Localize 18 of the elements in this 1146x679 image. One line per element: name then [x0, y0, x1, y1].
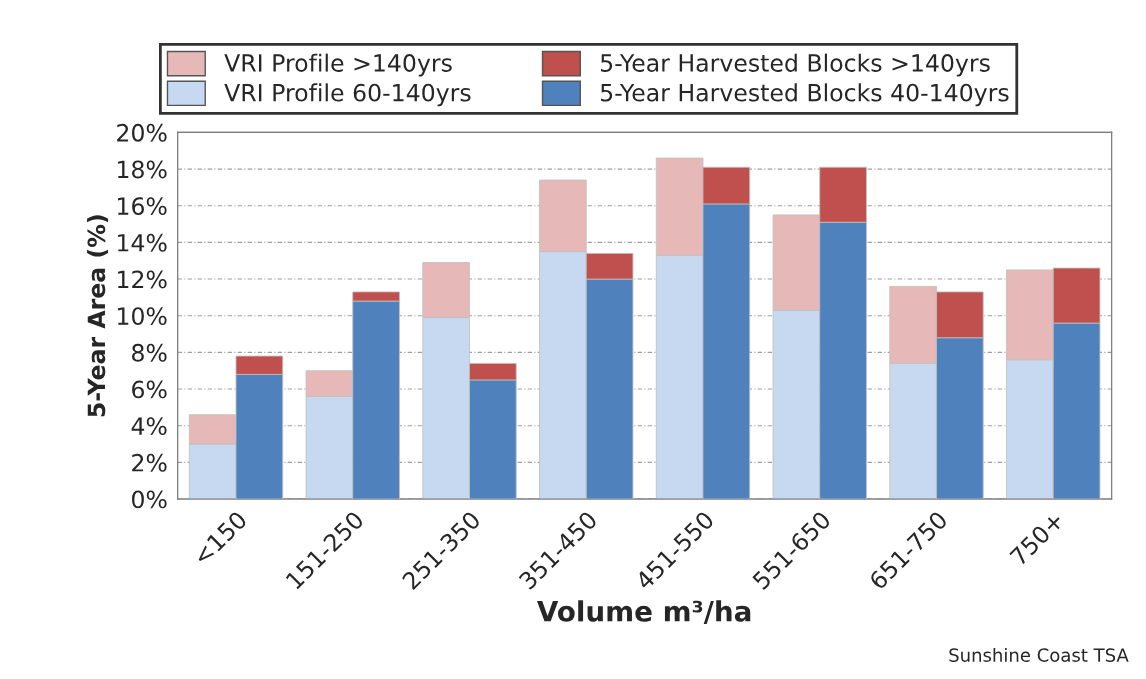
text: Sunshine Coast TSA — [949, 647, 1129, 662]
y-tick-label: 0% — [132, 490, 167, 509]
y-tick-label: 8% — [132, 343, 167, 362]
y-tick-label: 16% — [118, 197, 167, 216]
x-axis-title: Volume m³/ha — [536, 600, 751, 624]
legend-label: VRI Profile >140yrs — [224, 53, 452, 77]
y-axis-title: 5-Year Area (%) — [87, 215, 109, 417]
y-tick-label: 14% — [118, 233, 167, 252]
y-tick-label: 4% — [131, 417, 167, 436]
y-tick-label: 2% — [132, 453, 167, 472]
y-tick-label: 20% — [117, 123, 167, 142]
legend-label: 5-Year Harvested Blocks 40-140yrs — [601, 83, 1009, 107]
legend-label: 5-Year Harvested Blocks >140yrs — [601, 53, 990, 77]
y-tick-label: 10% — [118, 307, 167, 326]
y-tick-label: 18% — [118, 160, 167, 179]
legend-label: VRI Profile 60-140yrs — [224, 83, 471, 107]
y-tick-label: 6% — [132, 380, 167, 399]
y-tick-label: 12% — [118, 270, 167, 289]
